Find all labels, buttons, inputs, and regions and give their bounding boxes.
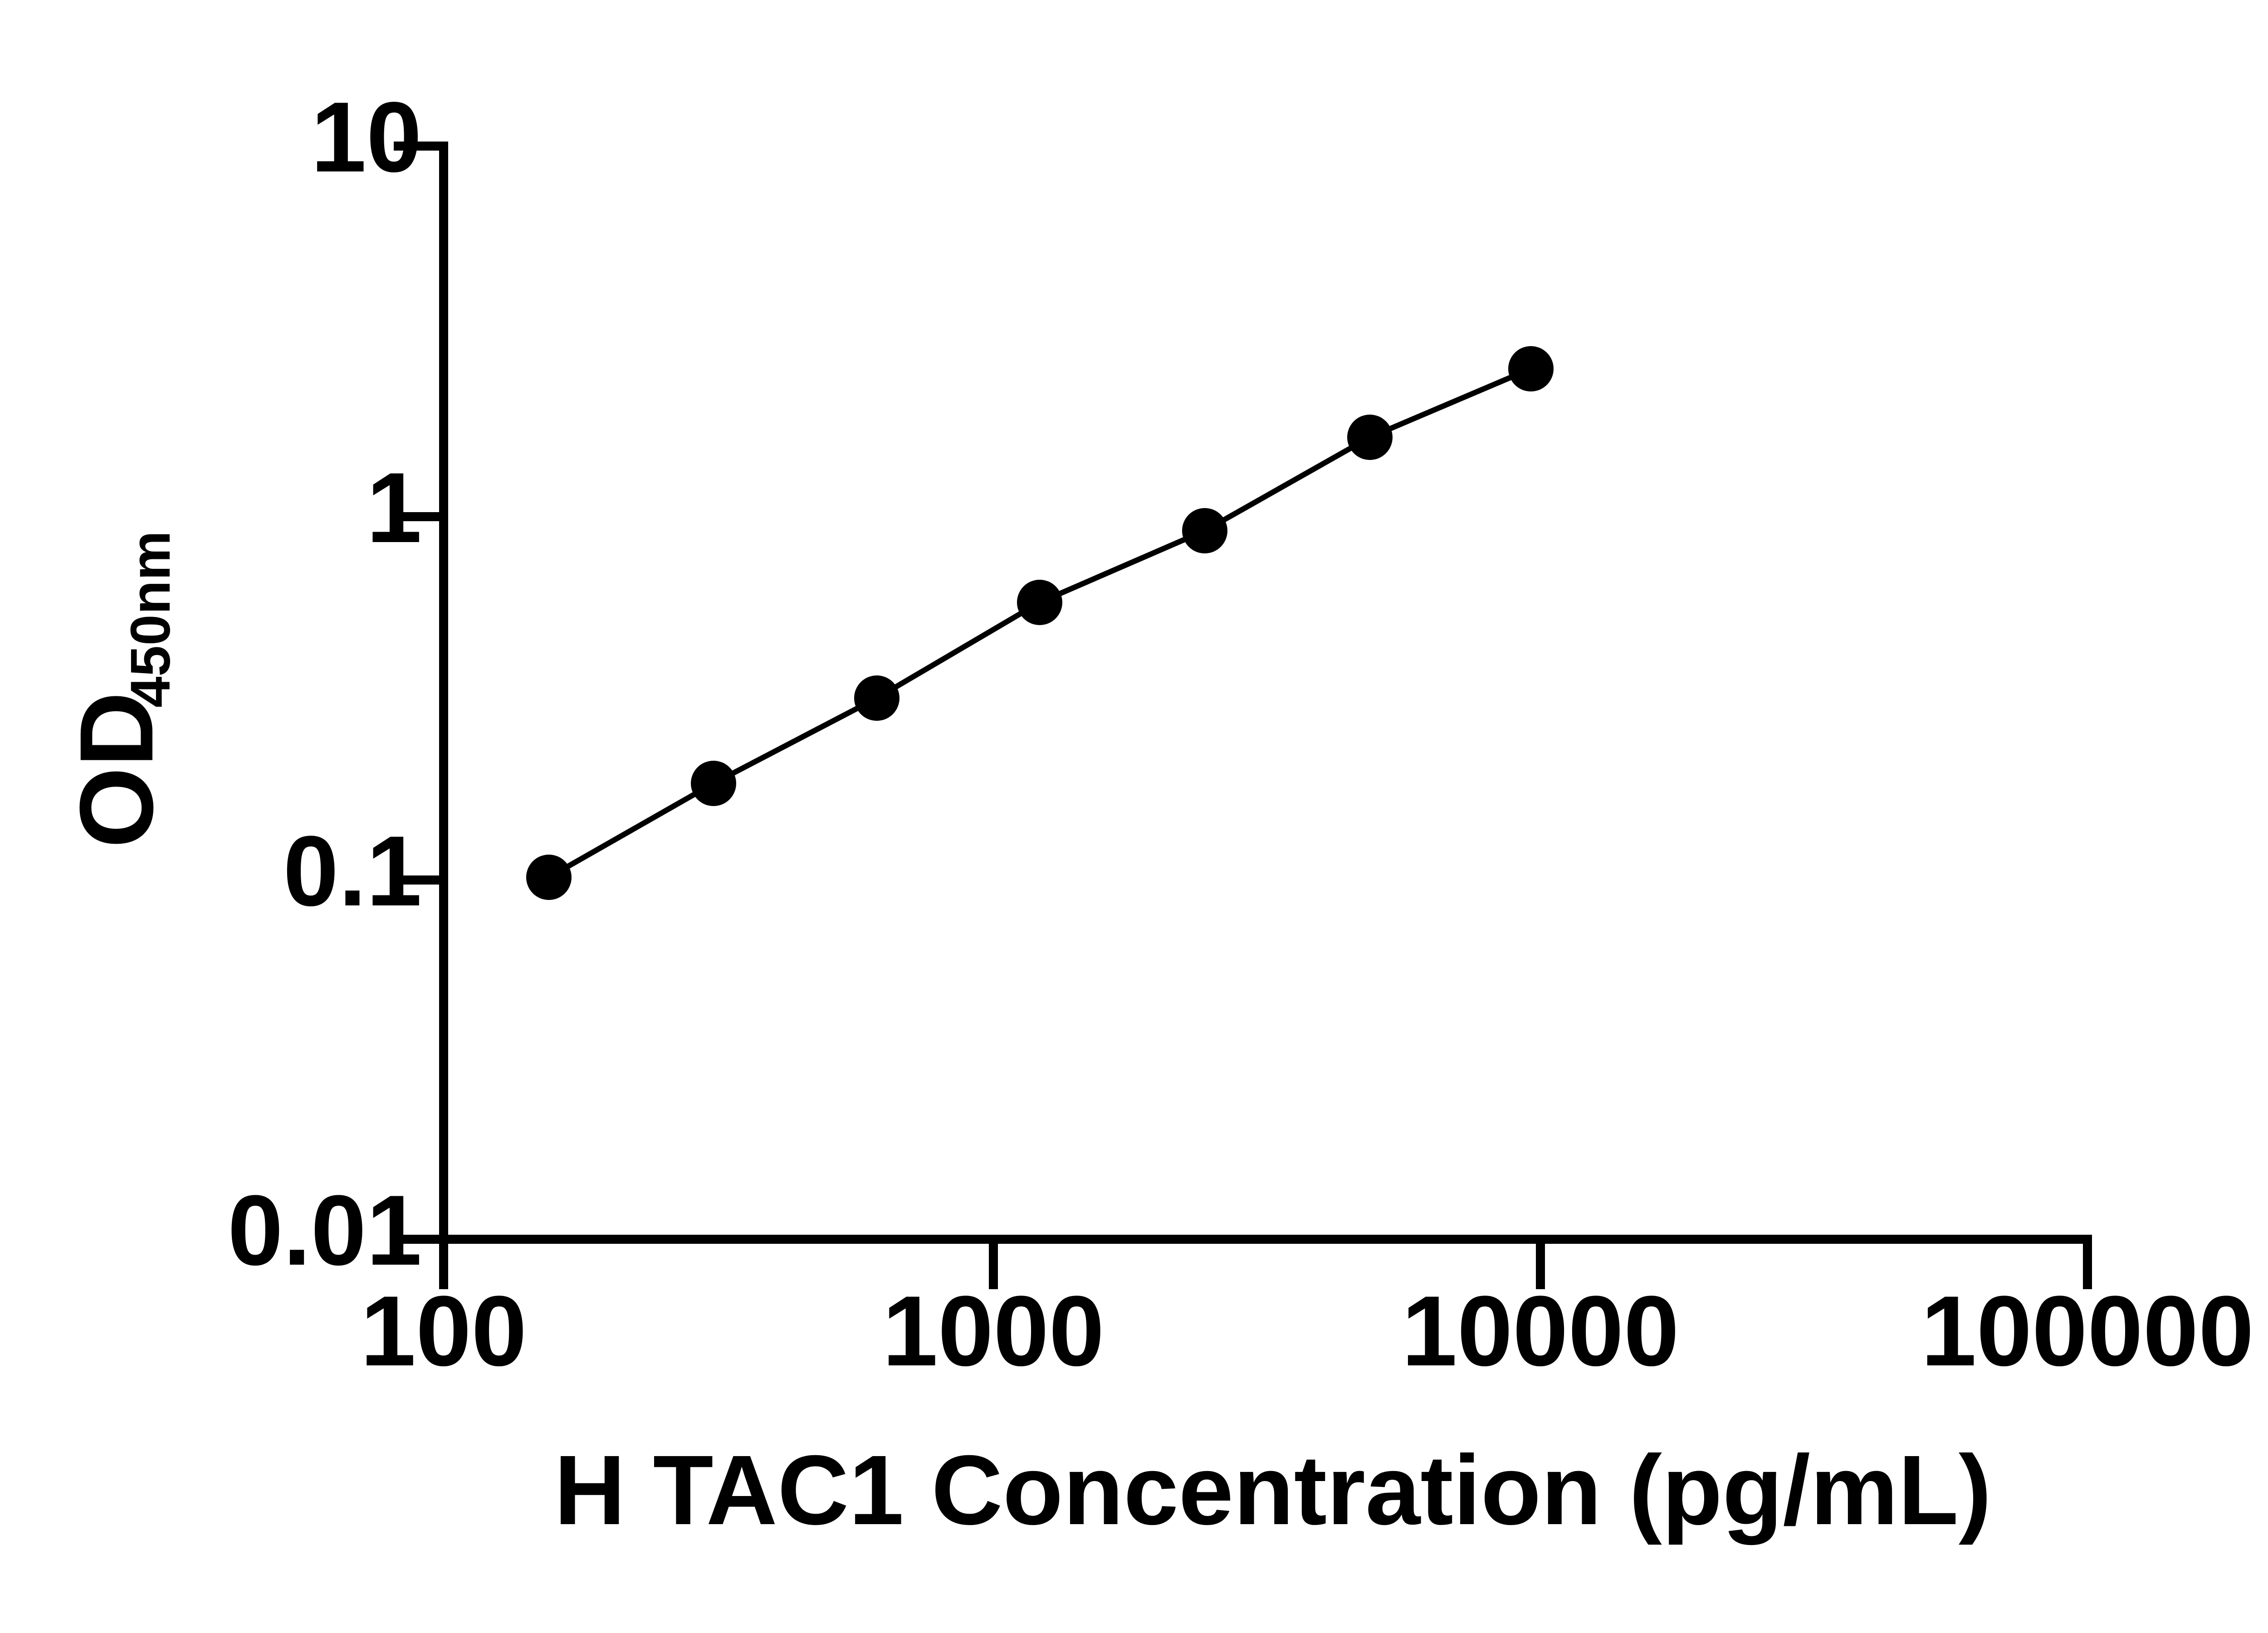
svg-text:H TAC1 Concentration (pg/mL): H TAC1 Concentration (pg/mL) bbox=[554, 1435, 1992, 1545]
svg-text:OD450nm: OD450nm bbox=[58, 531, 182, 848]
svg-text:10000: 10000 bbox=[1402, 1275, 1679, 1387]
svg-text:10: 10 bbox=[311, 81, 422, 193]
svg-text:1000: 1000 bbox=[882, 1275, 1104, 1387]
svg-text:0.01: 0.01 bbox=[228, 1174, 422, 1286]
svg-text:0.1: 0.1 bbox=[283, 815, 422, 927]
svg-text:100000: 100000 bbox=[1921, 1275, 2254, 1387]
svg-text:1: 1 bbox=[367, 452, 422, 563]
svg-text:100: 100 bbox=[360, 1275, 527, 1387]
